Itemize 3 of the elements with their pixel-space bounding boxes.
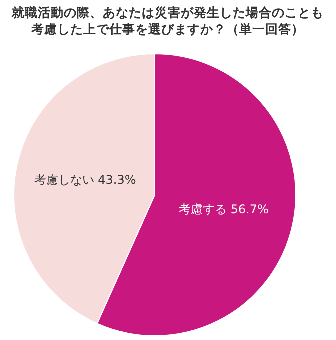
chart-title: 就職活動の際、あなたは災害が発生した場合のことも考慮した上で仕事を選びますか？（単一回答）	[11, 5, 324, 36]
slice-label: 考慮する 56.7%	[178, 202, 269, 217]
slice-label: 考慮しない 43.3%	[34, 173, 136, 188]
